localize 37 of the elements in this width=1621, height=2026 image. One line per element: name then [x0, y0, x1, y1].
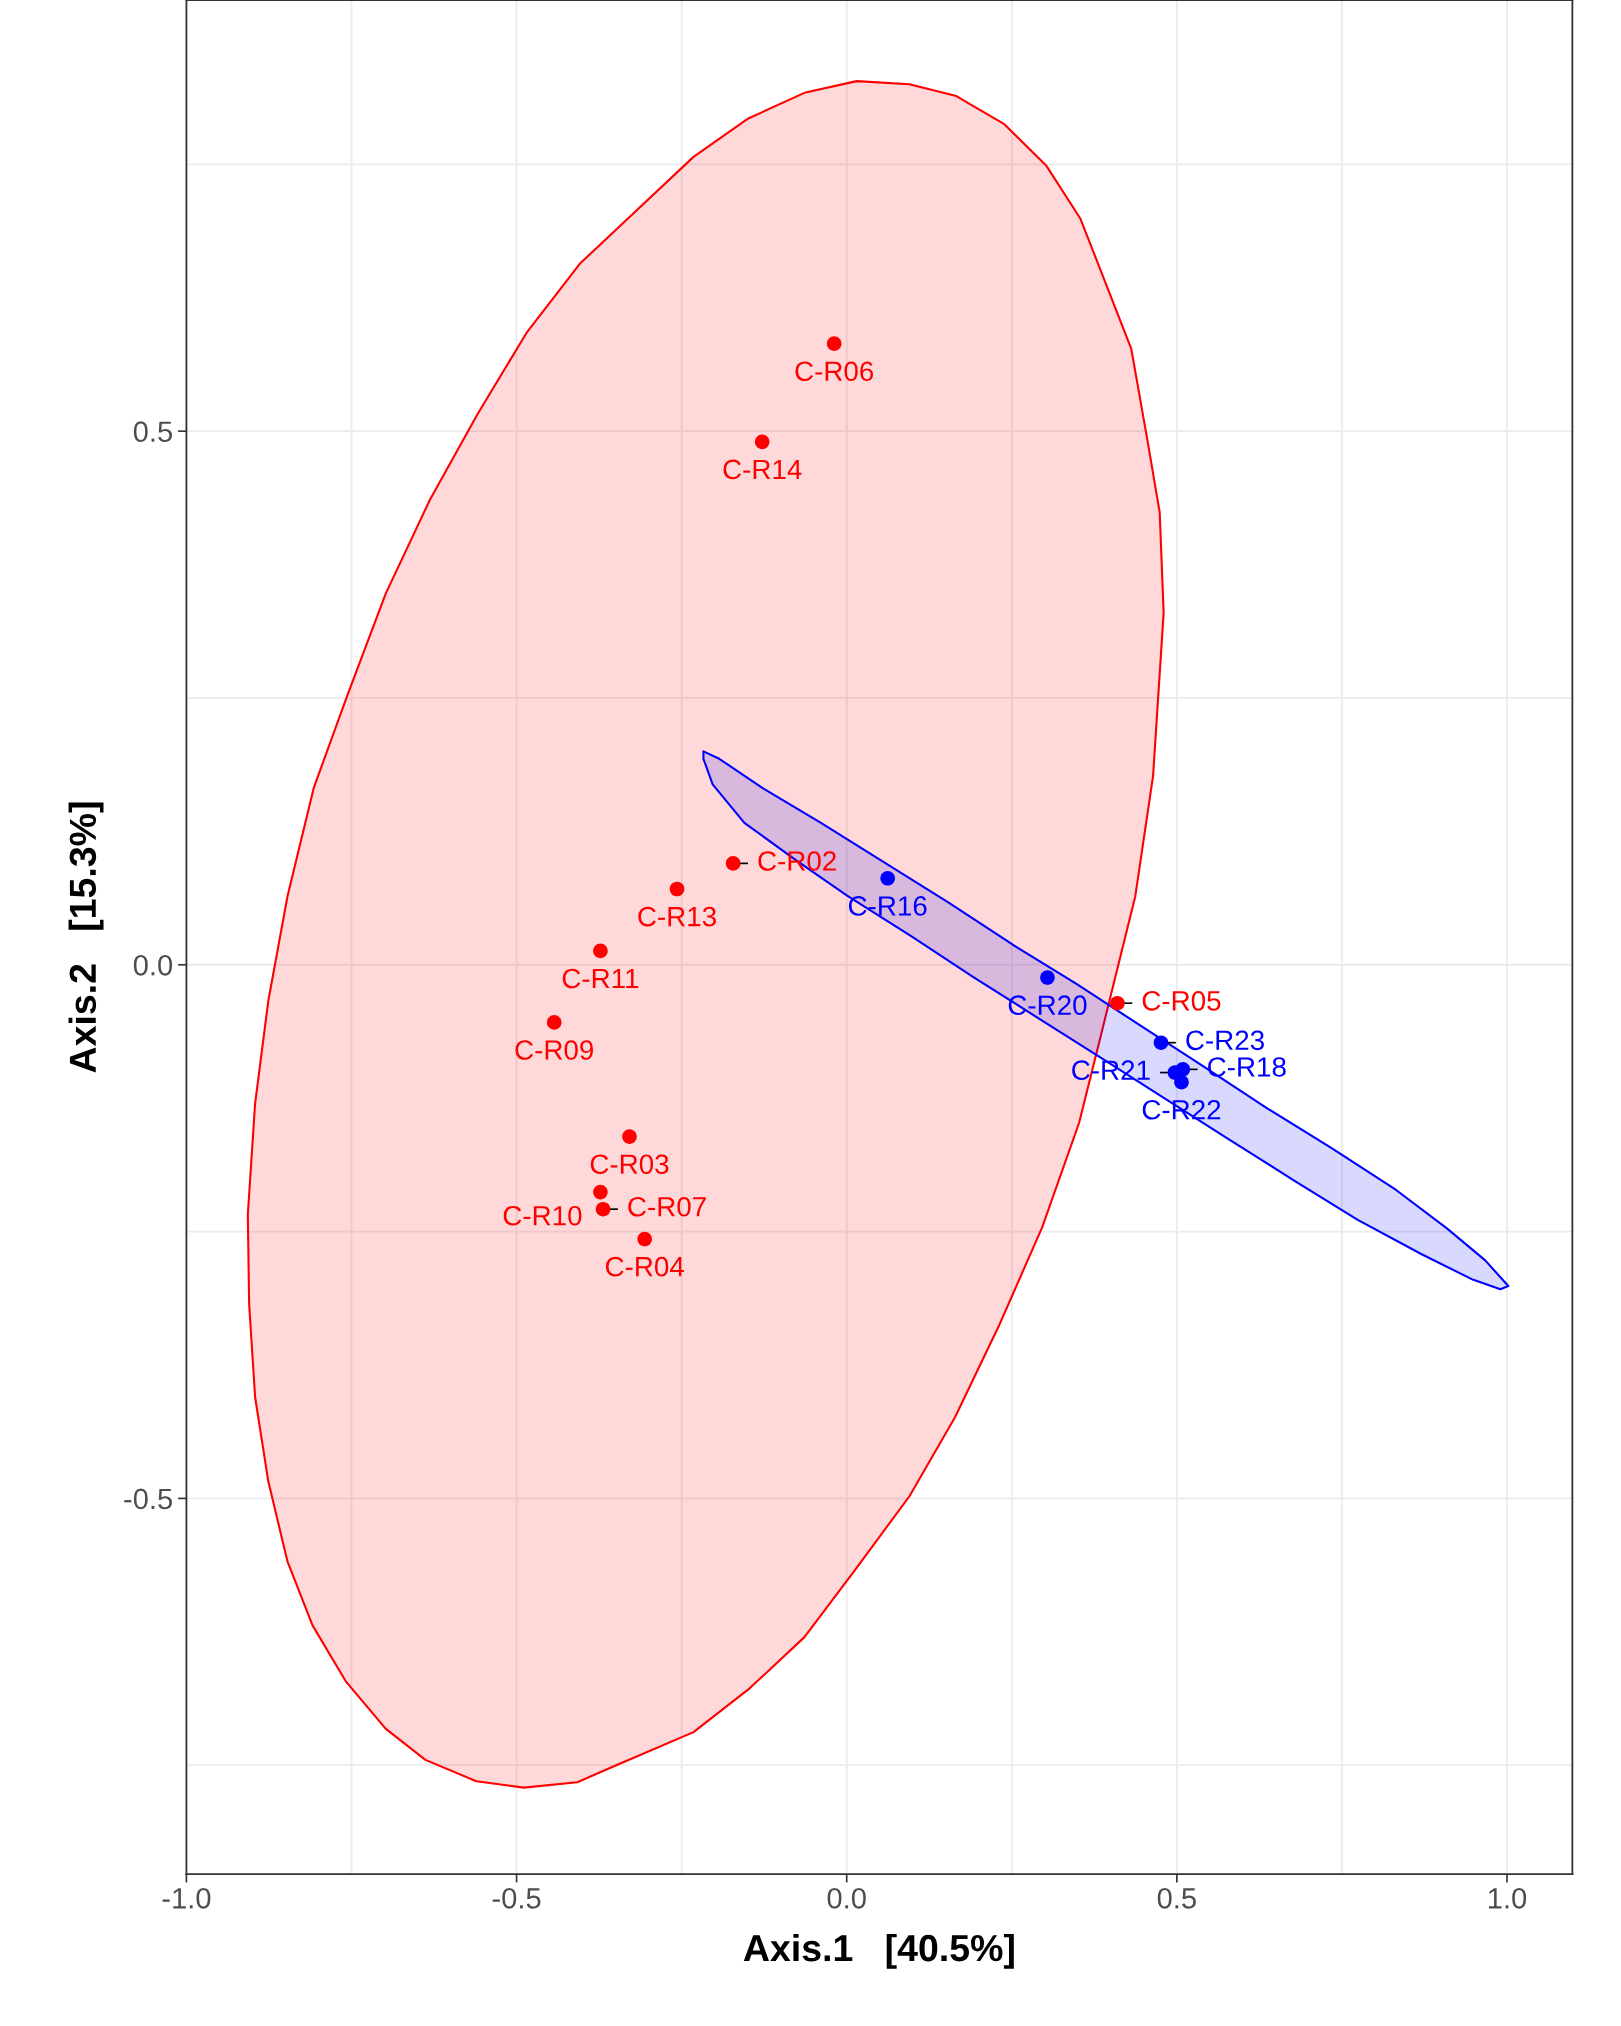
point: [1174, 1074, 1189, 1090]
y-axis-title: Axis.2 [15.3%]: [68, 802, 104, 1073]
point: [593, 1184, 608, 1200]
point: [546, 1015, 562, 1030]
data-label: C-R07: [628, 1196, 706, 1217]
point: [1110, 995, 1125, 1011]
data-label: C-R10: [503, 1205, 582, 1226]
y-tick-label: 0.0: [133, 954, 173, 976]
point: [725, 856, 741, 871]
x-tick-label: 0.5: [1157, 1888, 1196, 1909]
point: [595, 1201, 611, 1217]
point: [826, 336, 842, 351]
point: [669, 881, 685, 897]
data-label: C-R23: [1186, 1030, 1264, 1051]
x-tick-label: -0.5: [492, 1888, 541, 1909]
x-tick-label: 0.0: [827, 1888, 866, 1909]
data-label: C-R11: [562, 968, 639, 989]
point: [622, 1129, 637, 1144]
point: [637, 1231, 652, 1247]
y-tick-label: -0.5: [124, 1488, 172, 1510]
x-axis-title: Axis.1 [40.5%]: [743, 1933, 1014, 1969]
y-tick-label: 0.5: [133, 421, 172, 443]
x-tick-label: 1.0: [1488, 1888, 1527, 1909]
point: [1040, 970, 1055, 985]
data-label: C-R13: [638, 906, 716, 927]
data-label: C-R18: [1208, 1057, 1286, 1077]
point: [593, 943, 608, 959]
data-label: C-R14: [723, 459, 802, 480]
data-label: C-R03: [590, 1154, 669, 1175]
data-label: C-R09: [515, 1040, 594, 1060]
point: [1153, 1035, 1169, 1050]
data-label: C-R05: [1142, 990, 1221, 1011]
x-tick-label: -1.0: [162, 1888, 211, 1909]
point: [754, 434, 770, 450]
point: [880, 871, 895, 886]
data-label: C-R04: [605, 1256, 684, 1277]
data-label: C-R06: [795, 361, 874, 382]
